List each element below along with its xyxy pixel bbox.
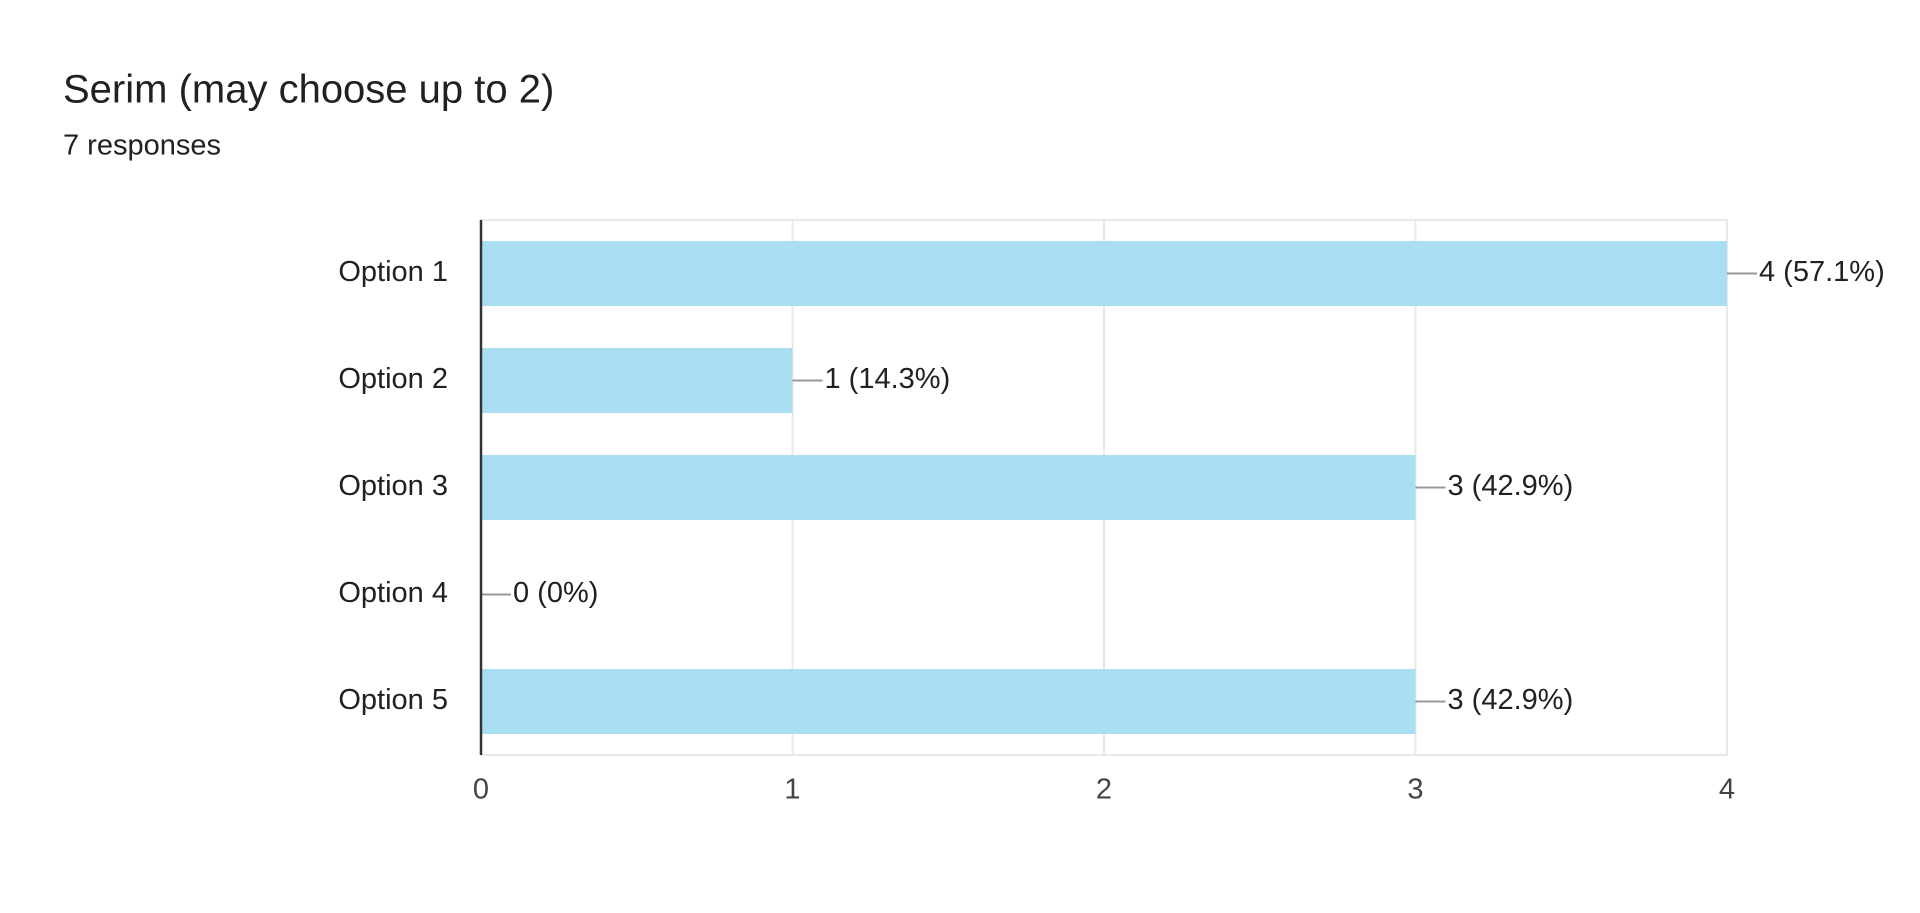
y-tick-label: Option 5 [338, 684, 448, 716]
chart-title: Serim (may choose up to 2) [63, 68, 554, 112]
x-tick-label: 1 [784, 774, 800, 806]
value-label: 0 (0%) [513, 577, 598, 609]
y-tick-label: Option 4 [338, 577, 448, 609]
value-label: 4 (57.1%) [1759, 256, 1885, 288]
y-tick-label: Option 1 [338, 256, 448, 288]
x-tick-label: 0 [473, 774, 489, 806]
y-tick-label: Option 2 [338, 363, 448, 395]
bar [481, 669, 1416, 734]
x-tick-label: 2 [1096, 774, 1112, 806]
chart-subtitle: 7 responses [63, 130, 221, 162]
bar [481, 455, 1416, 520]
bar [481, 348, 793, 413]
x-tick-label: 4 [1719, 774, 1735, 806]
bar [481, 241, 1727, 306]
value-label: 1 (14.3%) [825, 363, 951, 395]
y-tick-label: Option 3 [338, 470, 448, 502]
value-label: 3 (42.9%) [1448, 684, 1574, 716]
value-label: 3 (42.9%) [1448, 470, 1574, 502]
x-tick-label: 3 [1407, 774, 1423, 806]
